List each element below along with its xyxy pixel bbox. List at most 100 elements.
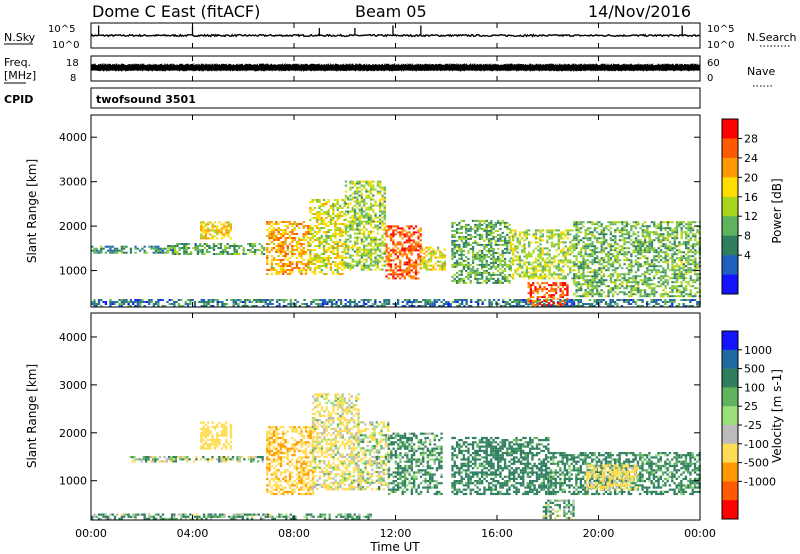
range-cell <box>562 255 565 258</box>
range-cell <box>623 273 626 276</box>
range-cell <box>109 305 112 307</box>
range-cell <box>365 202 368 205</box>
range-cell <box>539 275 542 278</box>
range-cell <box>657 239 660 242</box>
range-cell <box>365 180 368 183</box>
range-cell <box>185 251 188 253</box>
y-tick-label: 3000 <box>59 176 87 189</box>
range-cell <box>666 227 670 230</box>
range-cell <box>451 235 454 238</box>
range-cell <box>546 241 549 244</box>
range-cell <box>427 252 430 255</box>
range-cell <box>474 219 477 222</box>
range-cell <box>534 290 537 293</box>
range-cell <box>689 263 692 266</box>
range-cell <box>543 288 546 291</box>
range-cell <box>478 249 481 252</box>
range-cell <box>512 257 515 260</box>
range-cell <box>293 253 296 255</box>
range-cell <box>365 196 368 199</box>
range-cell <box>550 275 554 278</box>
range-cell <box>650 265 654 268</box>
range-cell <box>596 223 599 226</box>
range-cell <box>589 255 592 258</box>
range-cell <box>209 447 212 450</box>
range-cell <box>516 245 519 248</box>
range-cell <box>194 249 197 251</box>
range-cell <box>648 231 651 234</box>
range-cell <box>573 283 576 286</box>
range-cell <box>643 283 647 286</box>
range-cell <box>564 251 567 254</box>
range-cell <box>483 239 486 242</box>
range-cell <box>559 277 563 280</box>
range-cell <box>381 242 384 245</box>
range-cell <box>673 231 676 234</box>
range-cell <box>349 226 352 229</box>
range-cell <box>543 247 547 250</box>
range-cell <box>506 247 509 250</box>
range-cell <box>539 263 542 266</box>
range-cell <box>379 244 382 247</box>
range-cell <box>322 199 326 201</box>
range-cell <box>471 265 475 268</box>
range-cell <box>346 301 350 303</box>
range-cell <box>410 263 413 266</box>
range-cell <box>657 271 660 274</box>
range-cell <box>311 199 314 201</box>
range-cell <box>379 182 382 185</box>
range-cell <box>284 271 287 273</box>
range-cell <box>483 247 486 250</box>
range-cell <box>550 243 554 246</box>
range-cell <box>387 253 390 256</box>
range-cell <box>497 229 500 232</box>
range-cell <box>216 515 219 518</box>
range-cell <box>270 265 273 267</box>
range-cell <box>204 229 207 232</box>
range-cell <box>481 275 484 278</box>
range-cell <box>251 251 254 253</box>
range-cell <box>374 226 377 229</box>
range-cell <box>469 275 472 278</box>
range-cell <box>584 261 587 264</box>
range-cell <box>653 295 656 298</box>
range-cell <box>680 221 683 224</box>
range-cell <box>356 240 359 243</box>
range-cell <box>611 245 615 248</box>
range-cell <box>363 186 366 189</box>
range-cell <box>204 237 207 240</box>
range-cell <box>453 253 456 256</box>
range-cell <box>369 230 373 233</box>
range-cell <box>347 196 350 199</box>
range-cell <box>443 264 446 267</box>
range-cell <box>497 251 500 254</box>
range-cell <box>284 253 287 255</box>
range-cell <box>462 263 465 266</box>
range-cell <box>311 213 314 215</box>
range-cell <box>272 259 276 261</box>
range-cell <box>295 243 299 245</box>
range-cell <box>277 251 280 253</box>
range-cell <box>120 301 123 303</box>
range-cell <box>327 199 330 201</box>
range-cell <box>611 223 615 226</box>
range-cell <box>284 237 287 239</box>
range-cell <box>673 235 676 238</box>
range-cell <box>316 199 319 201</box>
range-cell <box>530 267 533 270</box>
range-cell <box>430 256 433 259</box>
range-cell <box>508 273 511 276</box>
range-cell <box>465 239 468 242</box>
range-cell <box>225 458 228 461</box>
range-cell <box>200 237 203 240</box>
range-cell <box>379 190 382 193</box>
range-cell <box>577 261 580 264</box>
range-cell <box>546 231 549 234</box>
range-cell <box>569 245 572 248</box>
range-cell <box>410 269 413 272</box>
range-cell <box>344 264 348 267</box>
range-cell <box>376 238 379 241</box>
range-cell <box>547 305 550 307</box>
range-cell <box>97 517 101 520</box>
range-cell <box>347 210 350 213</box>
